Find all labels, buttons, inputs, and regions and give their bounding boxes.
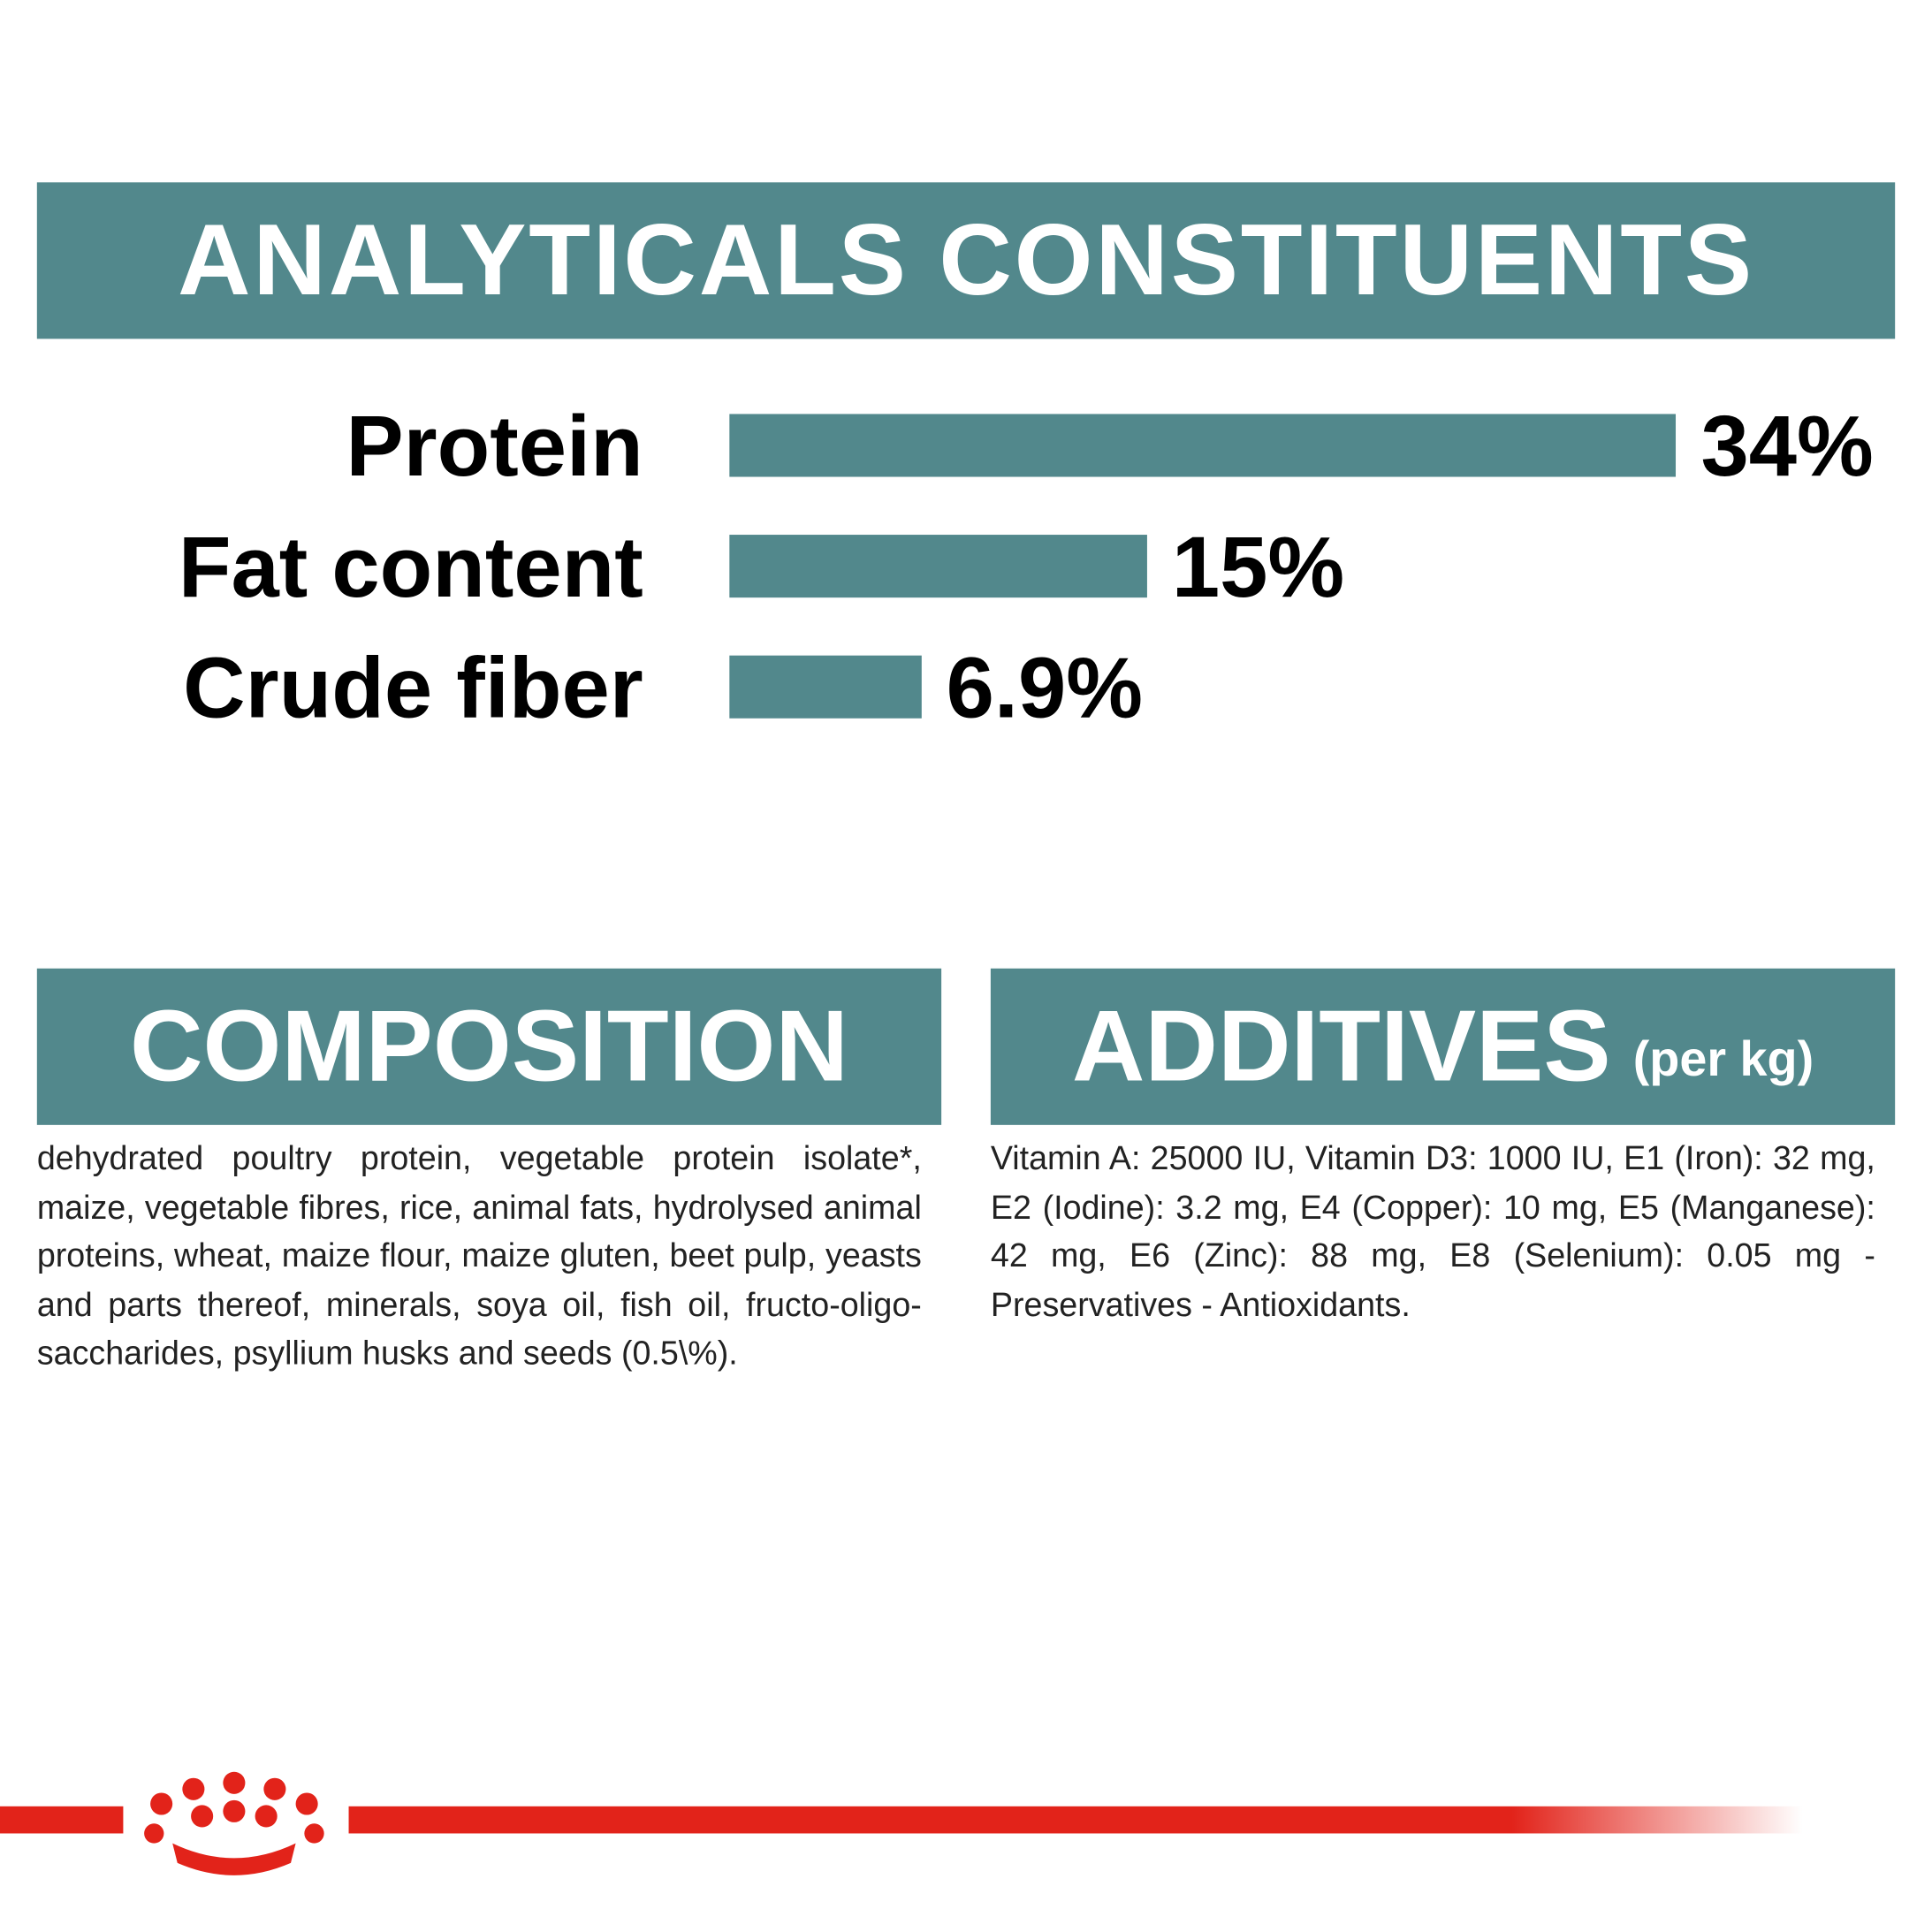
row-label: Crude fiber xyxy=(183,639,643,736)
value-label: 6.9% xyxy=(946,639,1144,736)
footer-line xyxy=(348,1806,1803,1834)
chart-title: ANALYTICALS CONSTITUENTS xyxy=(36,182,1896,339)
row-label: Protein xyxy=(346,398,643,495)
additives-text: Vitamin A: 25000 IU, Vitamin D3: 1000 IU… xyxy=(990,1139,1875,1323)
composition-title: COMPOSITION xyxy=(36,968,942,1125)
bar xyxy=(729,535,1147,598)
bar xyxy=(729,414,1677,477)
additives-subtitle: (per kg) xyxy=(1632,1032,1814,1087)
additives-header: ADDITIVES (per kg) xyxy=(990,968,1896,1125)
footer-line xyxy=(0,1806,124,1834)
row-label: Fat content xyxy=(178,518,643,615)
composition-text: dehydrated poultry protein, vegetable pr… xyxy=(36,1139,922,1372)
value-label: 34% xyxy=(1700,398,1874,495)
bar xyxy=(729,655,922,719)
crown-logo xyxy=(144,1771,324,1875)
brand-footer xyxy=(0,1771,1803,1875)
additives-title: ADDITIVES xyxy=(1071,990,1611,1103)
value-label: 15% xyxy=(1171,518,1345,615)
